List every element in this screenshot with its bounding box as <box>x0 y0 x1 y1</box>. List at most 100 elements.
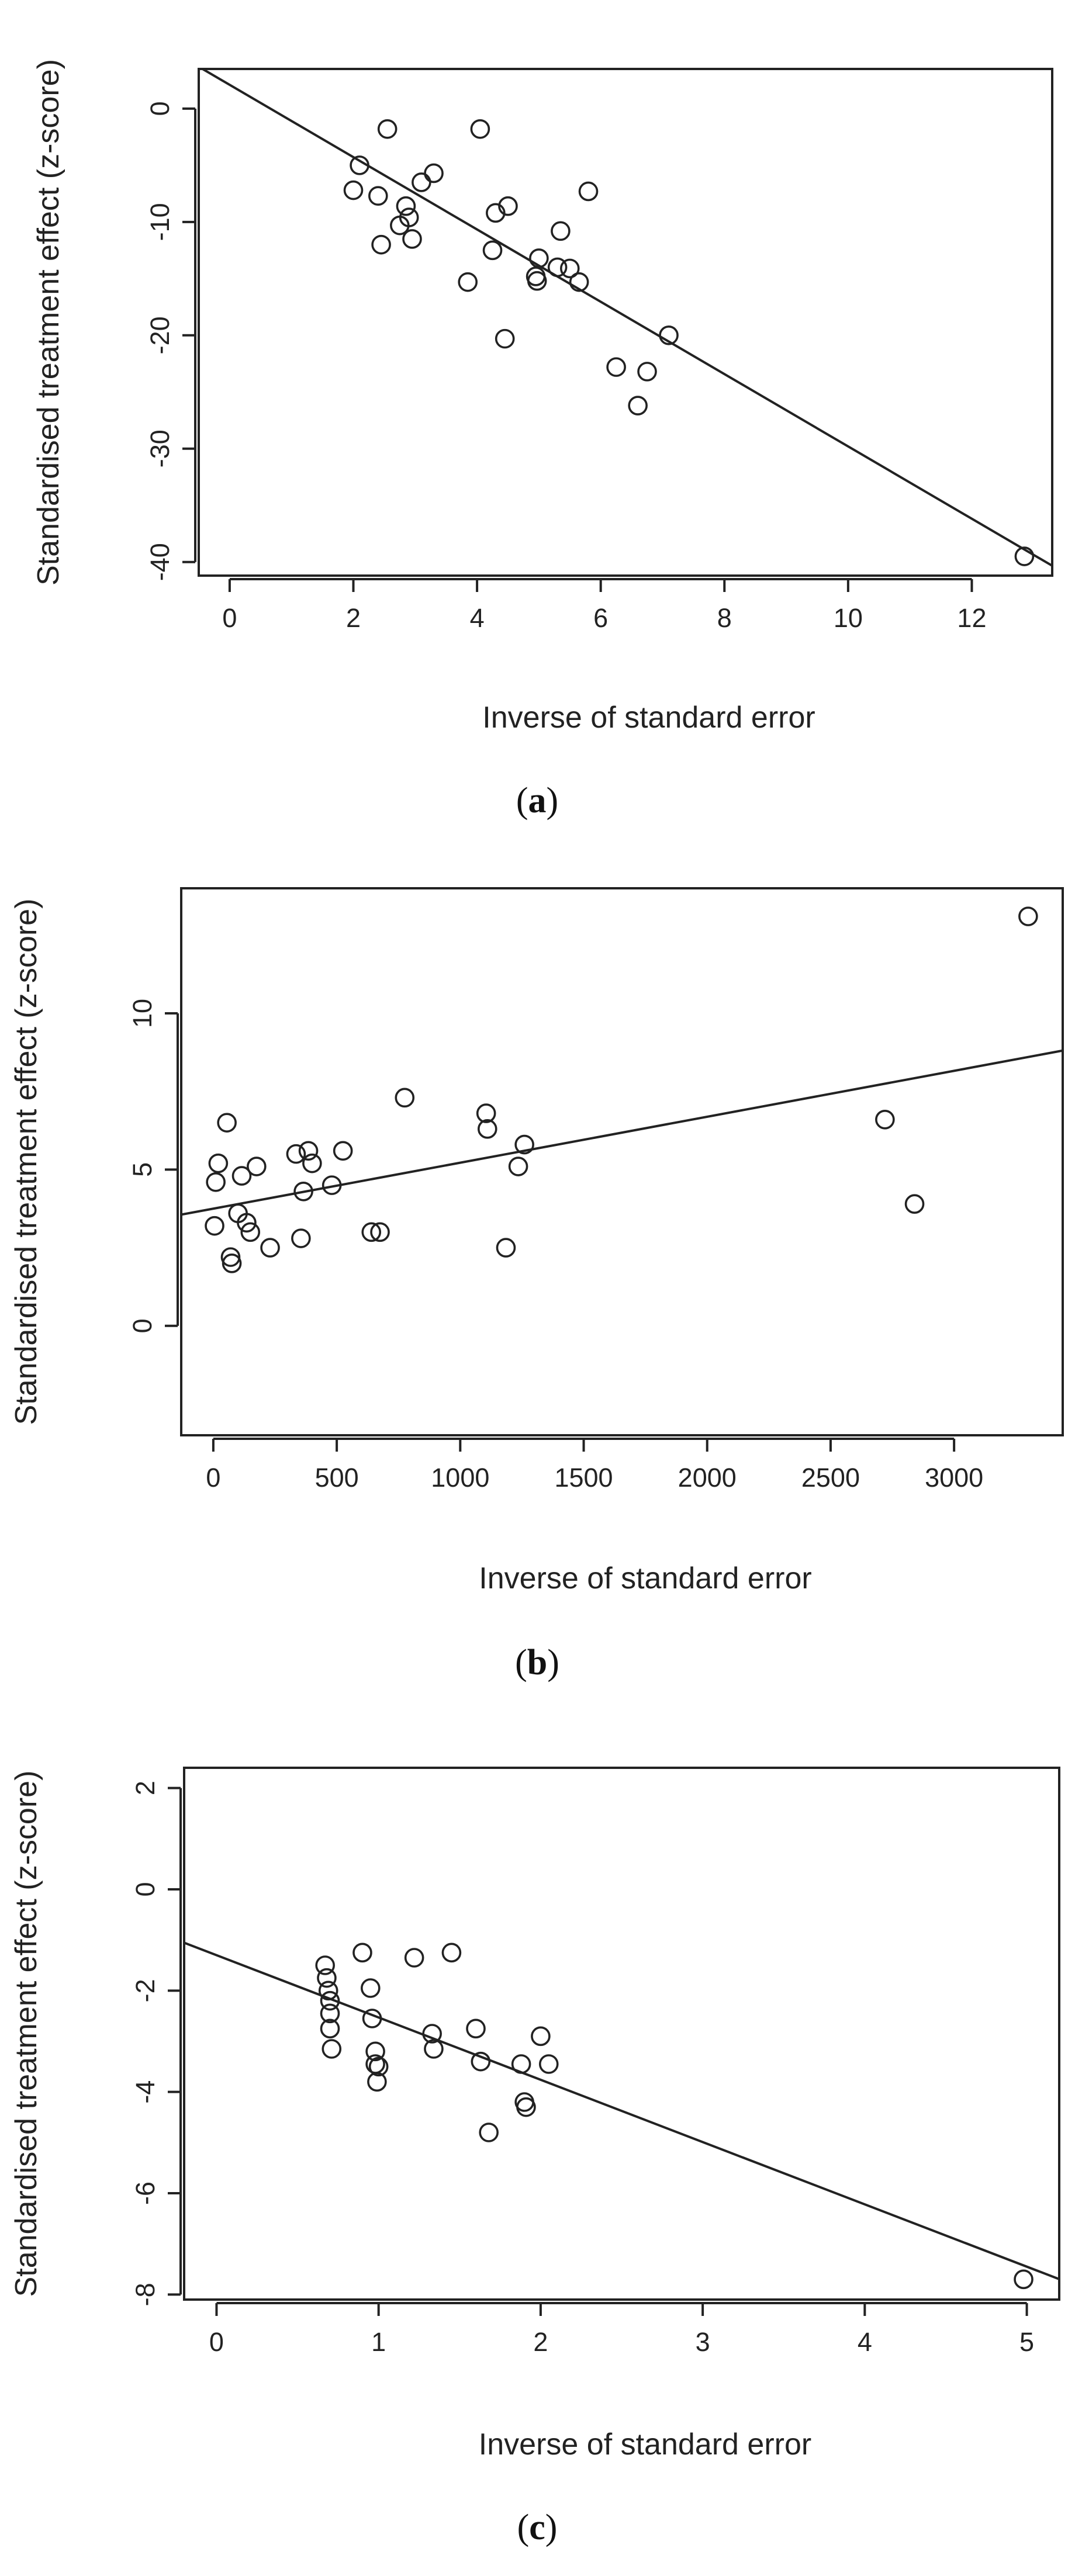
data-point <box>477 1119 497 1139</box>
y-tick-label: 10 <box>127 999 157 1028</box>
data-point <box>240 1222 261 1242</box>
y-tick-label: 2 <box>130 1781 160 1795</box>
data-point <box>222 1254 242 1273</box>
y-tick-label: 0 <box>130 1882 160 1896</box>
data-point <box>486 203 506 223</box>
x-tick-label: 2000 <box>678 1463 737 1493</box>
data-point <box>293 1182 313 1202</box>
data-point <box>476 1103 496 1123</box>
data-point <box>217 1113 237 1133</box>
data-point <box>498 196 518 216</box>
data-point <box>317 1968 337 1988</box>
data-point <box>231 1166 252 1186</box>
panel-label: (a) <box>516 781 558 820</box>
data-point <box>495 328 515 349</box>
data-point <box>424 2039 444 2059</box>
data-point <box>371 234 391 255</box>
y-tick-label: 0 <box>127 1318 157 1333</box>
data-point <box>362 2009 382 2028</box>
data-point <box>206 1172 226 1192</box>
data-point <box>547 257 568 278</box>
panel-label: (c) <box>517 2508 558 2547</box>
data-point <box>320 2018 340 2039</box>
data-point <box>482 240 503 261</box>
data-point <box>367 2072 387 2092</box>
data-point <box>514 1134 534 1155</box>
x-tick-label: 500 <box>315 1463 359 1493</box>
data-point <box>412 172 431 192</box>
data-point <box>318 1981 338 2001</box>
x-axis-label: Inverse of standard error <box>479 1561 811 1595</box>
data-point <box>368 2056 389 2077</box>
y-axis-label: Standardised treatment effect (z-score) <box>9 1771 43 2297</box>
plot-frame <box>183 1767 1060 2301</box>
y-tick-label: 5 <box>127 1162 157 1177</box>
y-tick-label: -10 <box>145 203 175 241</box>
data-point <box>302 1153 322 1173</box>
x-tick-label: 6 <box>593 603 608 633</box>
panel-a: 0 2 4 6 8 10 12 -40 -30 -20 -10 0 Inverse of standar… <box>32 59 1053 820</box>
x-tick-label: 3000 <box>925 1463 983 1493</box>
data-point <box>458 272 478 292</box>
data-point <box>352 1943 372 1963</box>
data-point <box>508 1157 528 1176</box>
data-point <box>404 1948 424 1968</box>
data-point <box>260 1238 280 1258</box>
data-point <box>511 2054 531 2074</box>
x-axis-label: Inverse of standard error <box>479 2428 811 2461</box>
data-point <box>529 248 549 268</box>
y-tick-label: -40 <box>145 543 175 581</box>
data-point <box>466 2018 486 2039</box>
y-tick-label: -6 <box>130 2182 160 2205</box>
data-point <box>402 229 422 249</box>
data-point <box>208 1153 229 1173</box>
x-tick-label: 1 <box>371 2327 386 2357</box>
data-point <box>370 1222 390 1242</box>
data-point <box>637 362 657 382</box>
y-tick-label: -20 <box>145 316 175 354</box>
data-point <box>1014 2269 1033 2290</box>
data-point <box>365 2041 385 2062</box>
regression-line <box>184 1941 1059 2280</box>
data-point <box>247 1157 267 1176</box>
data-point <box>298 1141 319 1161</box>
data-point <box>516 2097 536 2117</box>
y-tick-label: -2 <box>130 1979 160 2002</box>
x-tick-label: 3 <box>696 2327 710 2357</box>
data-point <box>551 221 571 241</box>
x-tick-label: 12 <box>957 603 986 633</box>
data-point <box>320 2003 340 2024</box>
data-point <box>1014 546 1035 566</box>
x-tick-label: 10 <box>834 603 863 633</box>
data-point <box>628 396 648 416</box>
data-point <box>322 1175 342 1195</box>
y-tick-label: -4 <box>130 2080 160 2104</box>
data-point <box>322 2039 342 2059</box>
data-point <box>368 186 388 206</box>
data-point <box>286 1144 306 1164</box>
data-point <box>1018 906 1038 926</box>
regression-line <box>181 1049 1063 1216</box>
data-point <box>399 207 419 227</box>
x-tick-label: 0 <box>209 2327 224 2357</box>
data-point <box>538 2054 559 2074</box>
y-tick-label: -8 <box>130 2283 160 2306</box>
data-point <box>377 119 397 139</box>
panel-label: (b) <box>515 1643 559 1682</box>
data-point <box>875 1109 895 1130</box>
data-point <box>479 2123 499 2142</box>
x-tick-label: 1000 <box>431 1463 489 1493</box>
data-point <box>471 2051 491 2072</box>
regression-line <box>200 69 1052 567</box>
data-point <box>333 1141 353 1161</box>
data-point <box>343 180 364 200</box>
data-point <box>904 1194 925 1214</box>
x-tick-label: 0 <box>206 1463 220 1493</box>
data-point <box>396 196 416 216</box>
y-tick-label: -30 <box>145 430 175 468</box>
plot-frame <box>180 887 1064 1436</box>
data-point <box>527 271 547 291</box>
x-tick-label: 2 <box>533 2327 548 2357</box>
panel-b: 0 500 1000 1500 2000 2500 3000 0 5 10 Inverse of s… <box>9 887 1064 1682</box>
